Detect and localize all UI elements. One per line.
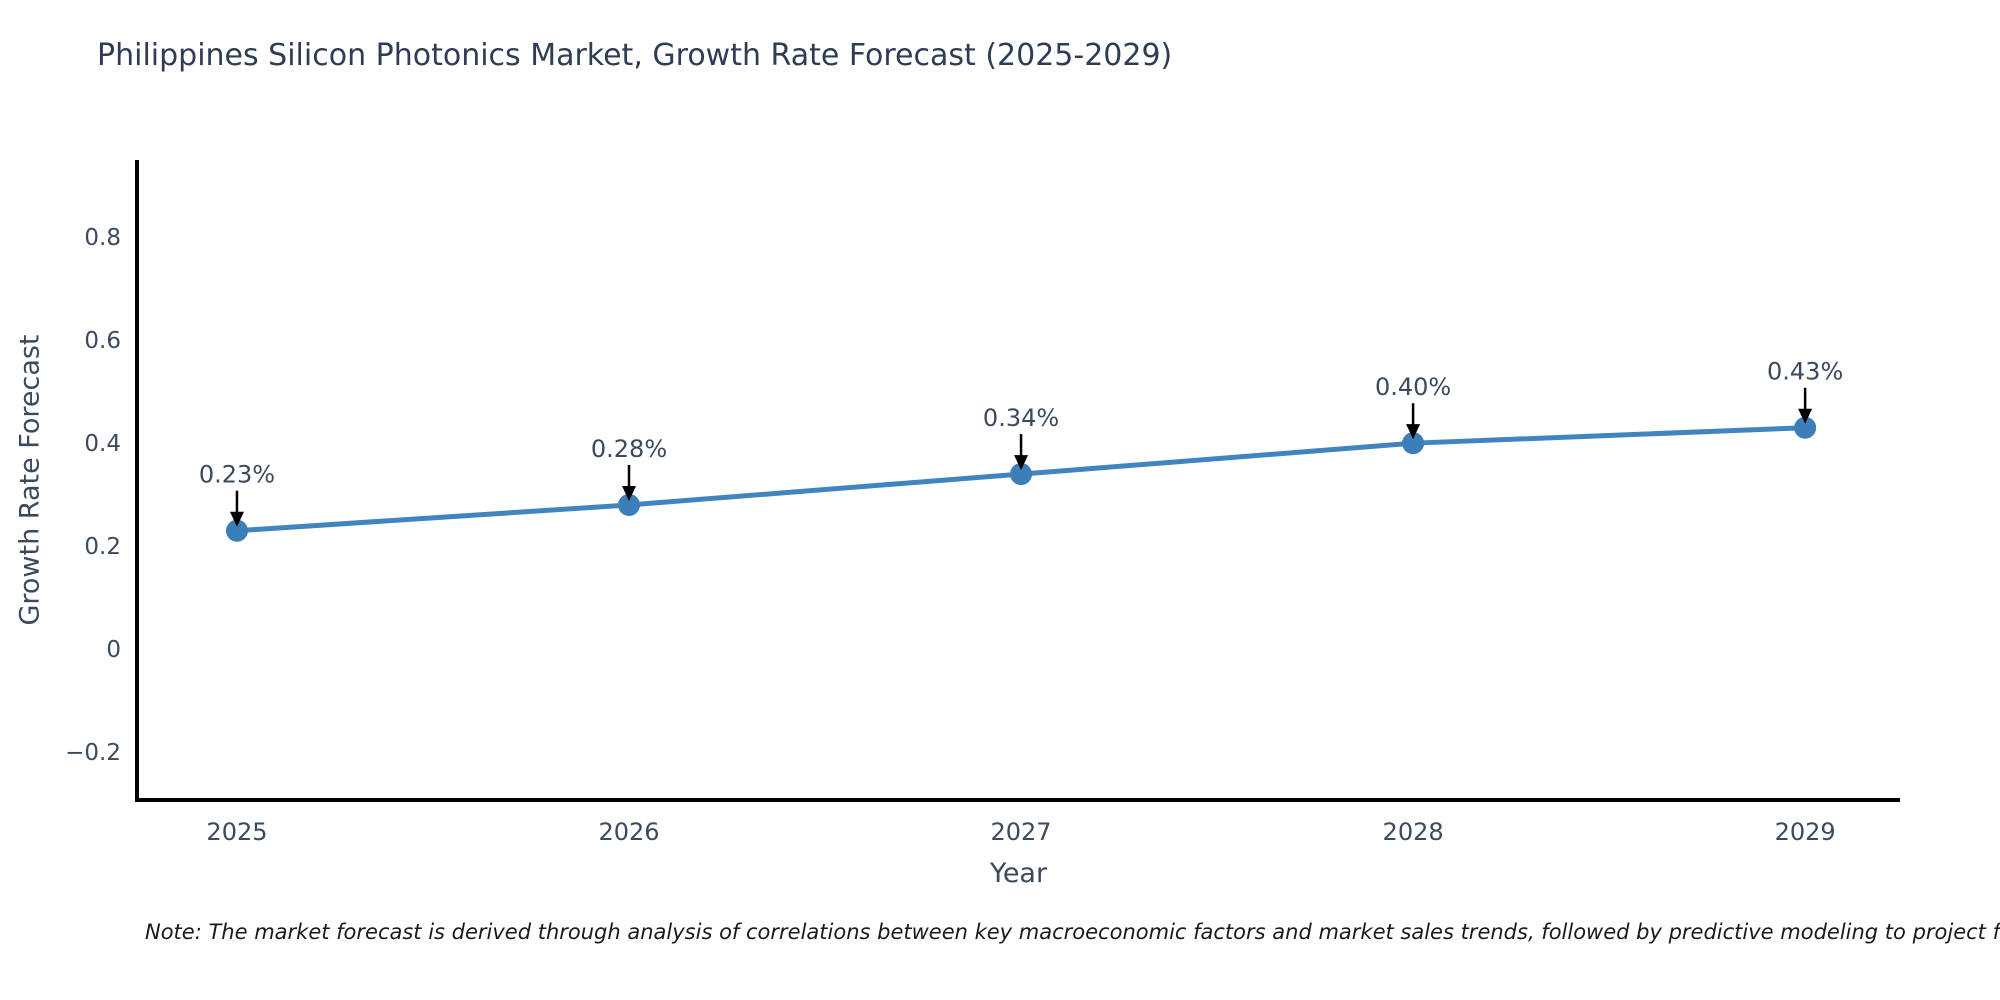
footnote: Note: The market forecast is derived thr… [145, 920, 2000, 944]
y-tick-label: 0.4 [84, 431, 121, 457]
data-point-2026 [618, 493, 641, 516]
data-point-2025 [225, 519, 248, 542]
x-tick-label: 2026 [598, 818, 659, 846]
y-axis-title: Growth Rate Forecast [14, 334, 46, 626]
y-tick-label: 0 [106, 637, 121, 663]
annotation-arrowhead [229, 511, 244, 527]
x-axis-title: Year [989, 858, 1048, 889]
annotation-label: 0.43% [1767, 358, 1843, 386]
annotation-arrowhead [1798, 408, 1813, 424]
x-tick-label: 2027 [991, 818, 1052, 846]
data-point-2027 [1010, 463, 1033, 486]
y-tick-label: 0.2 [84, 534, 121, 560]
data-point-2029 [1794, 416, 1817, 439]
annotation-label: 0.28% [591, 435, 667, 463]
annotation-arrowhead [1014, 455, 1029, 471]
x-tick-label: 2028 [1383, 818, 1444, 846]
chart-title: Philippines Silicon Photonics Market, Gr… [97, 38, 1173, 73]
y-tick-label: 0.8 [84, 225, 121, 251]
y-tick-label: 0.6 [84, 328, 121, 354]
x-tick-label: 2025 [206, 818, 267, 846]
annotation-label: 0.40% [1375, 373, 1451, 401]
annotation-label: 0.34% [983, 404, 1059, 432]
y-tick-label: −0.2 [65, 740, 121, 766]
data-point-2028 [1402, 432, 1425, 455]
annotation-label: 0.23% [199, 461, 275, 489]
x-tick-label: 2029 [1775, 818, 1836, 846]
annotation-arrowhead [1406, 424, 1421, 440]
annotation-arrowhead [622, 485, 637, 501]
